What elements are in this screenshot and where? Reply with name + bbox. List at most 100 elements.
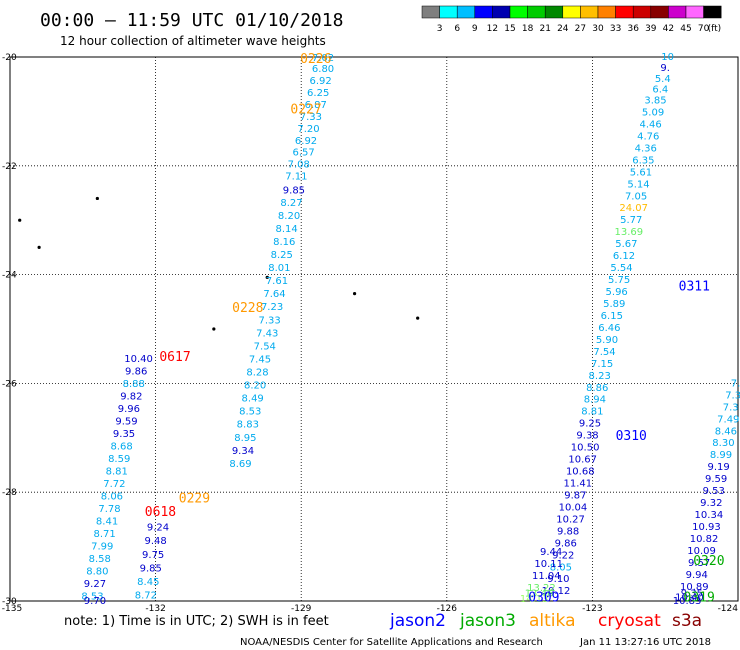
wave-height-value: 6.15 xyxy=(601,311,623,322)
wave-height-value: 9.35 xyxy=(681,588,703,599)
wave-height-value: 10.67 xyxy=(568,455,597,466)
wave-height-value: 10.50 xyxy=(571,443,600,454)
island-marker xyxy=(18,218,22,222)
wave-height-value: 11.41 xyxy=(564,478,593,489)
pass-label: 0310 xyxy=(616,429,647,444)
wave-height-value: 7.43 xyxy=(256,328,278,339)
wave-height-value: 9.85 xyxy=(140,563,162,574)
wave-height-value: 6.4 xyxy=(652,85,668,96)
y-tick-label: -28 xyxy=(2,488,17,498)
scale-unit-label: (ft) xyxy=(708,24,722,34)
y-tick-label: -20 xyxy=(2,53,17,63)
wave-height-value: 6.46 xyxy=(598,323,620,334)
wave-height-value: 7.54 xyxy=(593,347,615,358)
scale-swatch xyxy=(685,5,704,19)
wave-height-value: 8.53 xyxy=(81,592,103,603)
wave-height-value: 7.49 xyxy=(717,414,739,425)
wave-height-value: 5.09 xyxy=(642,107,664,118)
wave-height-value: 8.86 xyxy=(586,383,608,394)
wave-height-value: 8.06 xyxy=(101,492,123,503)
wave-height-value: 9.32 xyxy=(700,498,722,509)
wave-height-value: 7.3 xyxy=(723,402,739,413)
scale-swatch xyxy=(632,5,652,19)
wave-height-value: 6.12 xyxy=(613,251,635,262)
wave-height-value: 7.54 xyxy=(254,341,276,352)
wave-height-value: 10.40 xyxy=(124,354,153,365)
pass-label: 0309 xyxy=(528,591,559,606)
wave-height-value: 8.94 xyxy=(584,395,606,406)
wave-height-value: 5.54 xyxy=(610,263,632,274)
x-tick-label: -123 xyxy=(582,604,602,614)
scale-swatch xyxy=(439,5,458,19)
wave-height-value: 9.86 xyxy=(555,538,577,549)
y-tick-label: -24 xyxy=(2,271,17,281)
x-tick-label: -124 xyxy=(718,604,739,614)
wave-height-value: 9.44 xyxy=(540,547,562,558)
y-tick-label: -26 xyxy=(2,379,17,389)
footer-timestamp: Jan 11 13:27:16 UTC 2018 xyxy=(579,637,711,648)
scale-tick-label: 70 xyxy=(698,24,710,34)
wave-height-value: 7.61 xyxy=(266,276,288,287)
wave-height-value: 9.75 xyxy=(142,550,164,561)
wave-height-value: 13.46 xyxy=(525,588,554,599)
scale-tick-label: 21 xyxy=(539,24,550,34)
wave-height-value: 7.05 xyxy=(625,191,647,202)
wave-height-value: 8.59 xyxy=(108,454,130,465)
satellite-legend-cryosat: cryosat xyxy=(598,611,661,631)
wave-height-value: 9.70 xyxy=(84,596,106,607)
wave-height-value: 3.85 xyxy=(644,96,666,107)
pass-label: 0226 xyxy=(300,52,331,67)
pass-label: 0229 xyxy=(179,492,210,507)
scale-swatch xyxy=(580,5,599,19)
wave-height-value: 8.99 xyxy=(710,450,732,461)
wave-height-value: 9.10 xyxy=(547,574,569,585)
wave-height-value: 10.27 xyxy=(556,514,585,525)
satellite-legend: jason2 jason3 altika cryosat s3a xyxy=(389,611,702,631)
wave-height-value: 7.78 xyxy=(98,504,120,515)
wave-height-value: 8.95 xyxy=(234,433,256,444)
wave-height-value: 9.34 xyxy=(232,446,254,457)
wave-height-value: 8.72 xyxy=(135,591,157,602)
scale-swatch xyxy=(421,5,440,19)
scale-tick-label: 27 xyxy=(575,24,586,34)
wave-height-value: 7.08 xyxy=(288,160,310,171)
footer-credit: NOAA/NESDIS Center for Satellite Applica… xyxy=(240,637,543,648)
wave-height-value: 5.14 xyxy=(627,179,649,190)
wave-height-value: 7.72 xyxy=(103,479,125,490)
chart-subtitle: 12 hour collection of altimeter wave hei… xyxy=(60,34,326,48)
wave-height-value: 9.59 xyxy=(115,416,137,427)
scale-tick-label: 12 xyxy=(487,24,498,34)
wave-height-value: 13.69 xyxy=(614,227,643,238)
scale-tick-label: 24 xyxy=(557,24,569,34)
pass-label: 0617 xyxy=(159,350,190,365)
wave-height-value: 6.25 xyxy=(307,88,329,99)
x-tick-label: -132 xyxy=(145,604,165,614)
wave-height-value: 9.57 xyxy=(688,558,710,569)
wave-height-value: 8.71 xyxy=(94,529,116,540)
wave-height-value: 5.77 xyxy=(620,215,642,226)
wave-height-value: 11.04 xyxy=(532,571,561,582)
color-scale-legend: 3 6 9 12 15 18 21 24 27 30 33 36 39 42 45 70(ft) xyxy=(421,5,722,34)
scale-tick-label: 45 xyxy=(680,24,691,34)
island-marker xyxy=(212,327,216,331)
pass-label: 0228 xyxy=(232,301,263,316)
wave-height-value: 5.89 xyxy=(603,299,625,310)
wave-height-value: 10.68 xyxy=(566,467,595,478)
wave-height-value: 9.19 xyxy=(707,462,729,473)
wave-height-value: 8.20 xyxy=(244,381,266,392)
wave-height-value: 10.82 xyxy=(690,534,719,545)
wave-height-value: 7.11 xyxy=(285,172,307,183)
wave-height-value: 8.83 xyxy=(237,420,259,431)
wave-height-value: 8.23 xyxy=(589,371,611,382)
wave-height-value: 5.67 xyxy=(615,239,637,250)
satellite-legend-altika: altika xyxy=(529,611,576,631)
y-tick-label: -22 xyxy=(2,162,17,172)
scale-swatch xyxy=(597,5,616,19)
wave-height-value: 8.28 xyxy=(246,368,268,379)
wave-height-value: 7. xyxy=(731,378,740,389)
y-tick-label: -30 xyxy=(2,597,17,607)
scale-swatch xyxy=(668,5,687,19)
wave-height-value: 4.46 xyxy=(640,119,662,130)
wave-height-value: 7.64 xyxy=(263,289,285,300)
